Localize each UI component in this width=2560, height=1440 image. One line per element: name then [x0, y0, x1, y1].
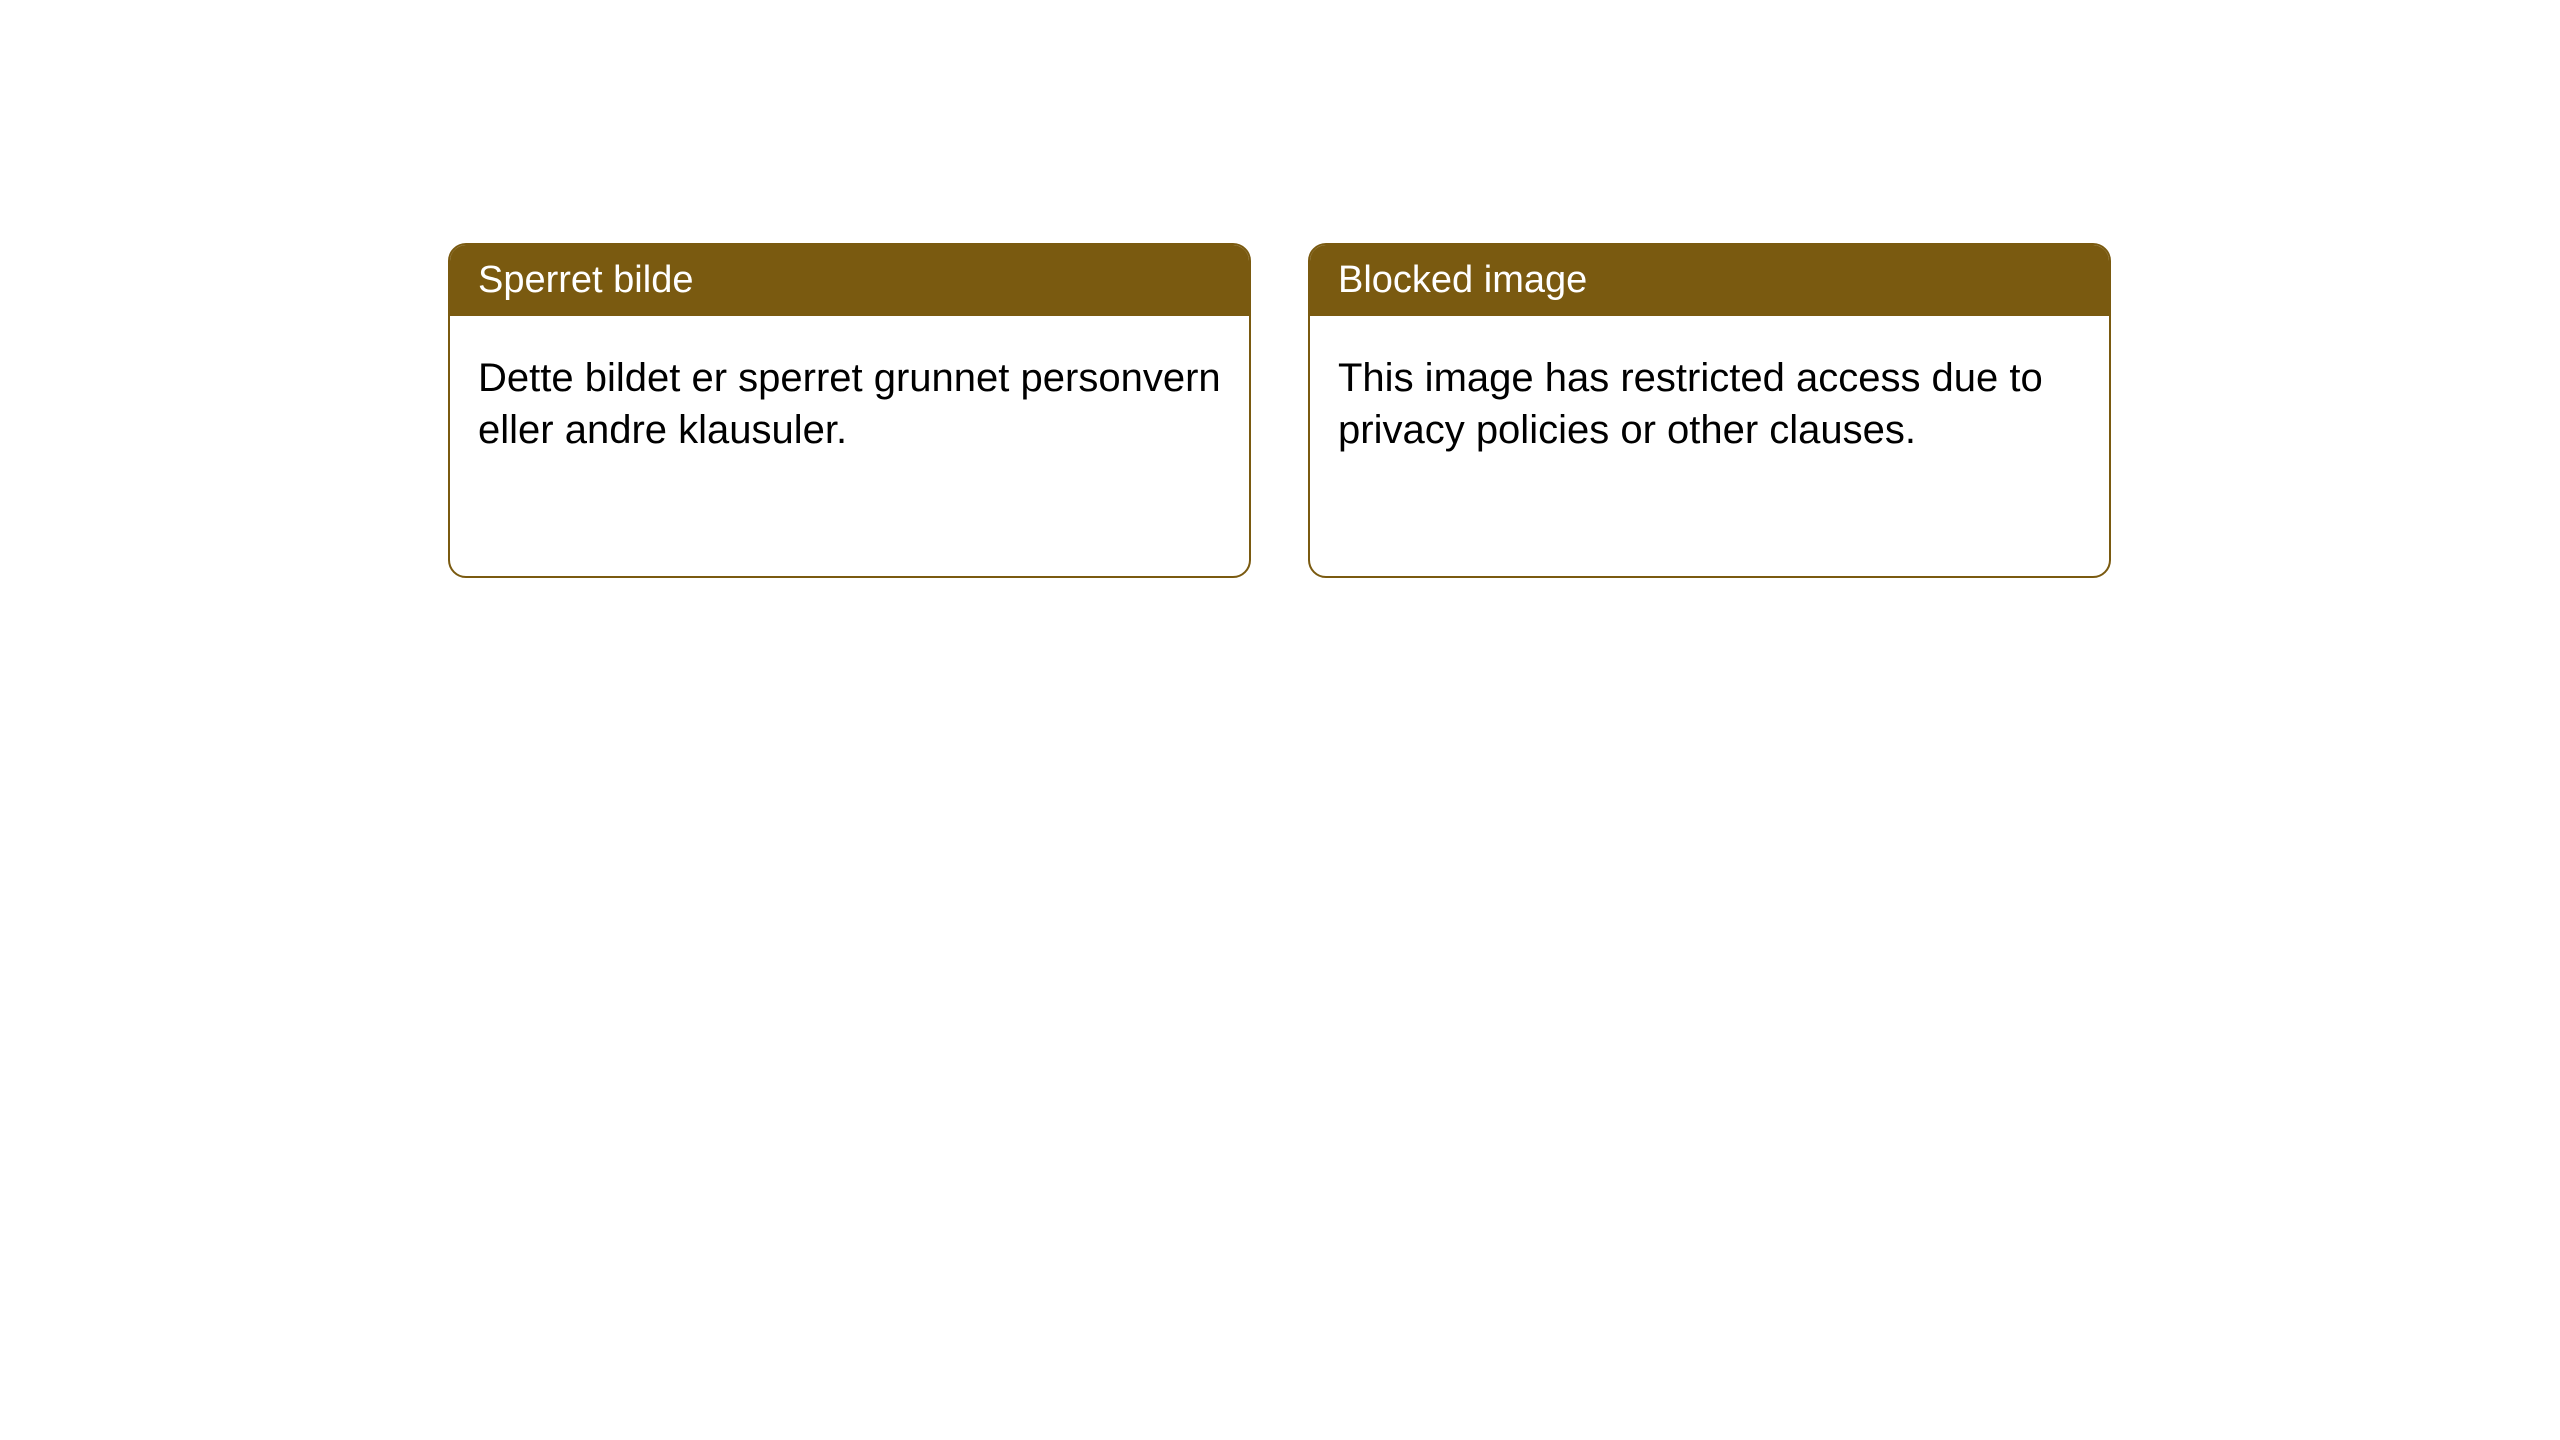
card-message-norwegian: Dette bildet er sperret grunnet personve…	[478, 356, 1221, 452]
card-header-english: Blocked image	[1310, 245, 2109, 316]
card-body-norwegian: Dette bildet er sperret grunnet personve…	[450, 316, 1249, 492]
card-header-norwegian: Sperret bilde	[450, 245, 1249, 316]
card-body-english: This image has restricted access due to …	[1310, 316, 2109, 492]
notice-card-english: Blocked image This image has restricted …	[1308, 243, 2111, 578]
notice-card-norwegian: Sperret bilde Dette bildet er sperret gr…	[448, 243, 1251, 578]
card-title-norwegian: Sperret bilde	[478, 259, 693, 301]
card-message-english: This image has restricted access due to …	[1338, 356, 2043, 452]
notice-container: Sperret bilde Dette bildet er sperret gr…	[448, 243, 2111, 578]
card-title-english: Blocked image	[1338, 259, 1587, 301]
